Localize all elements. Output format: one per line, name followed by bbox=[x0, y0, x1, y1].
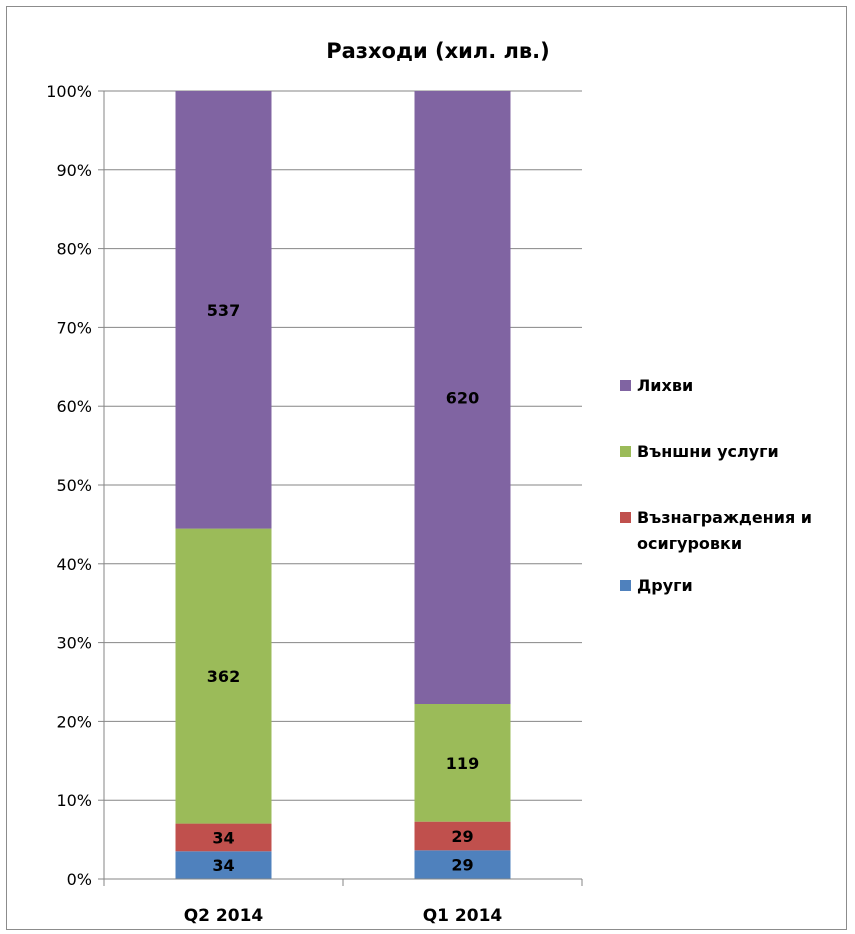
bars-group bbox=[175, 91, 511, 879]
data-label: 29 bbox=[451, 827, 473, 846]
bar-segment bbox=[175, 528, 272, 824]
data-label: 119 bbox=[446, 754, 479, 773]
y-tick-label: 90% bbox=[56, 161, 92, 180]
x-category-label: Q2 2014 bbox=[184, 906, 264, 926]
data-labels-group: 34 34 362 537 29 29 119 620 bbox=[207, 301, 479, 875]
y-tick-label: 70% bbox=[56, 318, 92, 337]
y-tick-label: 20% bbox=[56, 712, 92, 731]
legend-label: Външни услуги bbox=[637, 442, 779, 461]
legend-swatch bbox=[620, 512, 631, 523]
axes-group: 0% 10% 20% 30% 40% 50% 60% 70% 80% 90% 100% Q2 2014… bbox=[46, 82, 583, 926]
y-tick-label: 40% bbox=[56, 555, 92, 574]
data-label: 620 bbox=[446, 388, 479, 407]
y-tick-label: 60% bbox=[56, 397, 92, 416]
y-tick-label: 10% bbox=[56, 791, 92, 810]
y-tick-label: 30% bbox=[56, 634, 92, 653]
legend-swatch bbox=[620, 380, 631, 391]
chart-title: Разходи (хил. лв.) bbox=[326, 39, 550, 63]
y-tick-label: 50% bbox=[56, 476, 92, 495]
bar-segment bbox=[175, 851, 272, 879]
data-label: 34 bbox=[212, 828, 234, 847]
data-label: 362 bbox=[207, 667, 240, 686]
legend-swatch bbox=[620, 446, 631, 457]
x-category-label: Q1 2014 bbox=[423, 906, 503, 926]
bar-segment bbox=[175, 91, 272, 529]
data-label: 537 bbox=[207, 301, 240, 320]
bar-segment bbox=[414, 850, 511, 879]
legend-label: Лихви bbox=[637, 376, 693, 395]
y-tick-label: 100% bbox=[46, 82, 92, 101]
bar-segment bbox=[414, 703, 511, 822]
legend: Лихви Външни услуги Възнаграждения и осигур… bbox=[620, 376, 812, 595]
bar-segment bbox=[414, 91, 511, 704]
bar-segment bbox=[414, 821, 511, 851]
data-label: 29 bbox=[451, 856, 473, 875]
legend-label: Възнаграждения и осигуровки bbox=[637, 508, 812, 553]
legend-label: Други bbox=[637, 576, 693, 595]
y-tick-label: 0% bbox=[67, 870, 92, 889]
y-tick-label: 80% bbox=[56, 240, 92, 259]
data-label: 34 bbox=[212, 856, 234, 875]
bar-segment bbox=[175, 823, 272, 852]
legend-swatch bbox=[620, 580, 631, 591]
